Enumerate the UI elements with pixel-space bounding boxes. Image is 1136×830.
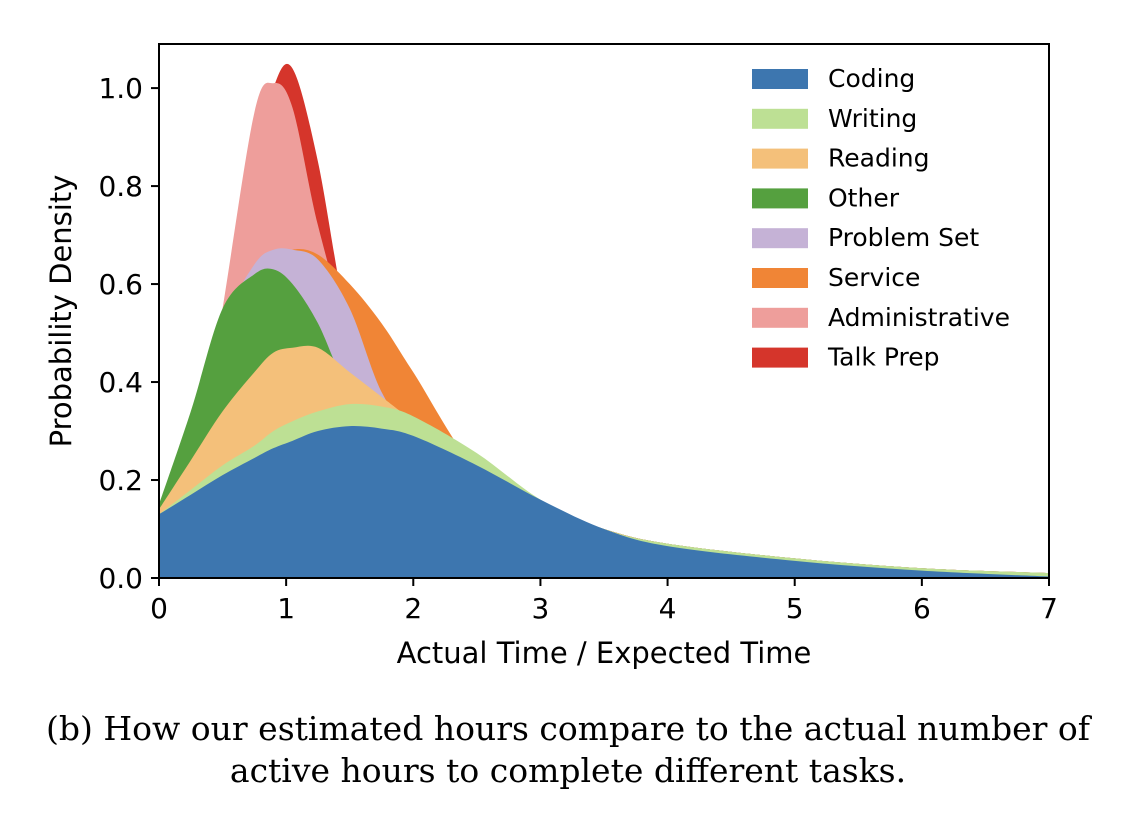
x-tick-label: 5 bbox=[786, 592, 804, 625]
legend-swatch-talk-prep bbox=[752, 347, 808, 368]
legend-swatch-problem-set bbox=[752, 228, 808, 249]
caption-line-1: (b) How our estimated hours compare to t… bbox=[46, 709, 1090, 748]
legend-swatch-coding bbox=[752, 69, 808, 89]
plot-frame bbox=[158, 43, 1050, 579]
legend-swatch-administrative bbox=[752, 307, 808, 328]
series-areas bbox=[159, 63, 1049, 579]
legend: Coding Writing Reading Other Problem Set Serv… bbox=[752, 64, 1010, 372]
x-tick-label: 7 bbox=[1040, 592, 1058, 625]
x-tick-label: 3 bbox=[532, 592, 550, 625]
x-tick-label: 2 bbox=[404, 592, 422, 625]
legend-label-other: Other bbox=[828, 183, 900, 212]
figure-caption: (b) How our estimated hours compare to t… bbox=[0, 708, 1136, 792]
x-axis-label: Actual Time / Expected Time bbox=[397, 636, 812, 670]
y-axis-label: Probability Density bbox=[44, 175, 78, 448]
legend-swatch-service bbox=[752, 268, 808, 288]
x-tick-label: 0 bbox=[150, 592, 168, 625]
legend-swatch-reading bbox=[752, 148, 808, 169]
y-axis-ticks: 0.0 0.2 0.4 0.6 0.8 1.0 bbox=[98, 72, 159, 595]
x-tick-label: 4 bbox=[659, 592, 677, 625]
x-tick-label: 1 bbox=[277, 592, 295, 625]
legend-label-service: Service bbox=[828, 263, 920, 292]
legend-label-reading: Reading bbox=[828, 144, 929, 173]
density-chart: 0 1 2 3 4 5 6 7 0.0 0.2 0.4 0.6 0.8 1.0 Coding Writin… bbox=[44, 43, 1058, 670]
y-tick-label: 0.0 bbox=[98, 562, 143, 595]
legend-swatch-writing bbox=[752, 108, 808, 129]
legend-label-problem-set: Problem Set bbox=[828, 223, 979, 252]
x-axis-ticks: 0 1 2 3 4 5 6 7 bbox=[150, 578, 1058, 625]
legend-label-talk-prep: Talk Prep bbox=[827, 343, 939, 372]
area-coding bbox=[159, 426, 1049, 578]
y-tick-label: 0.4 bbox=[98, 366, 143, 399]
x-tick-label: 6 bbox=[913, 592, 931, 625]
y-tick-label: 1.0 bbox=[98, 72, 143, 105]
y-tick-label: 0.6 bbox=[98, 268, 143, 301]
legend-swatch-other bbox=[752, 188, 808, 209]
y-tick-label: 0.8 bbox=[98, 170, 143, 203]
caption-line-2: active hours to complete different tasks… bbox=[229, 751, 907, 790]
legend-label-administrative: Administrative bbox=[828, 303, 1010, 332]
legend-label-coding: Coding bbox=[828, 64, 915, 93]
y-tick-label: 0.2 bbox=[98, 464, 143, 497]
legend-label-writing: Writing bbox=[828, 104, 917, 133]
